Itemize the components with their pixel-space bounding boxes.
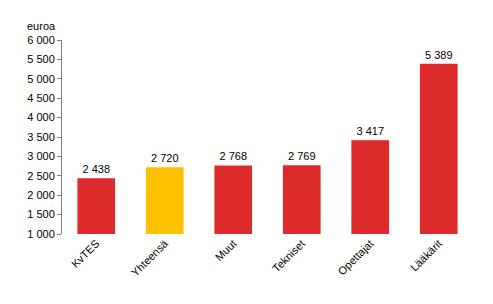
svg-text:Muut: Muut xyxy=(213,237,239,263)
svg-text:6 000: 6 000 xyxy=(27,34,55,46)
svg-text:KvTES: KvTES xyxy=(69,237,102,270)
svg-text:euroa: euroa xyxy=(27,20,56,32)
svg-text:5 000: 5 000 xyxy=(27,73,55,85)
svg-text:1 000: 1 000 xyxy=(27,228,55,240)
svg-text:4 500: 4 500 xyxy=(27,92,55,104)
svg-text:Tekniset: Tekniset xyxy=(270,237,307,274)
svg-text:Opettajat: Opettajat xyxy=(336,237,376,277)
svg-text:Yhteensä: Yhteensä xyxy=(129,237,171,279)
svg-text:5 389: 5 389 xyxy=(425,49,453,61)
svg-text:2 438: 2 438 xyxy=(82,163,110,175)
svg-text:2 720: 2 720 xyxy=(151,152,179,164)
svg-text:1 500: 1 500 xyxy=(27,208,55,220)
svg-text:2 000: 2 000 xyxy=(27,189,55,201)
svg-text:2 768: 2 768 xyxy=(219,150,247,162)
svg-text:2 769: 2 769 xyxy=(288,150,316,162)
svg-text:Lääkärit: Lääkärit xyxy=(408,237,444,273)
svg-text:3 000: 3 000 xyxy=(27,150,55,162)
svg-text:4 000: 4 000 xyxy=(27,111,55,123)
svg-text:3 500: 3 500 xyxy=(27,131,55,143)
svg-text:5 500: 5 500 xyxy=(27,53,55,65)
svg-text:2 500: 2 500 xyxy=(27,170,55,182)
svg-text:3 417: 3 417 xyxy=(356,125,384,137)
